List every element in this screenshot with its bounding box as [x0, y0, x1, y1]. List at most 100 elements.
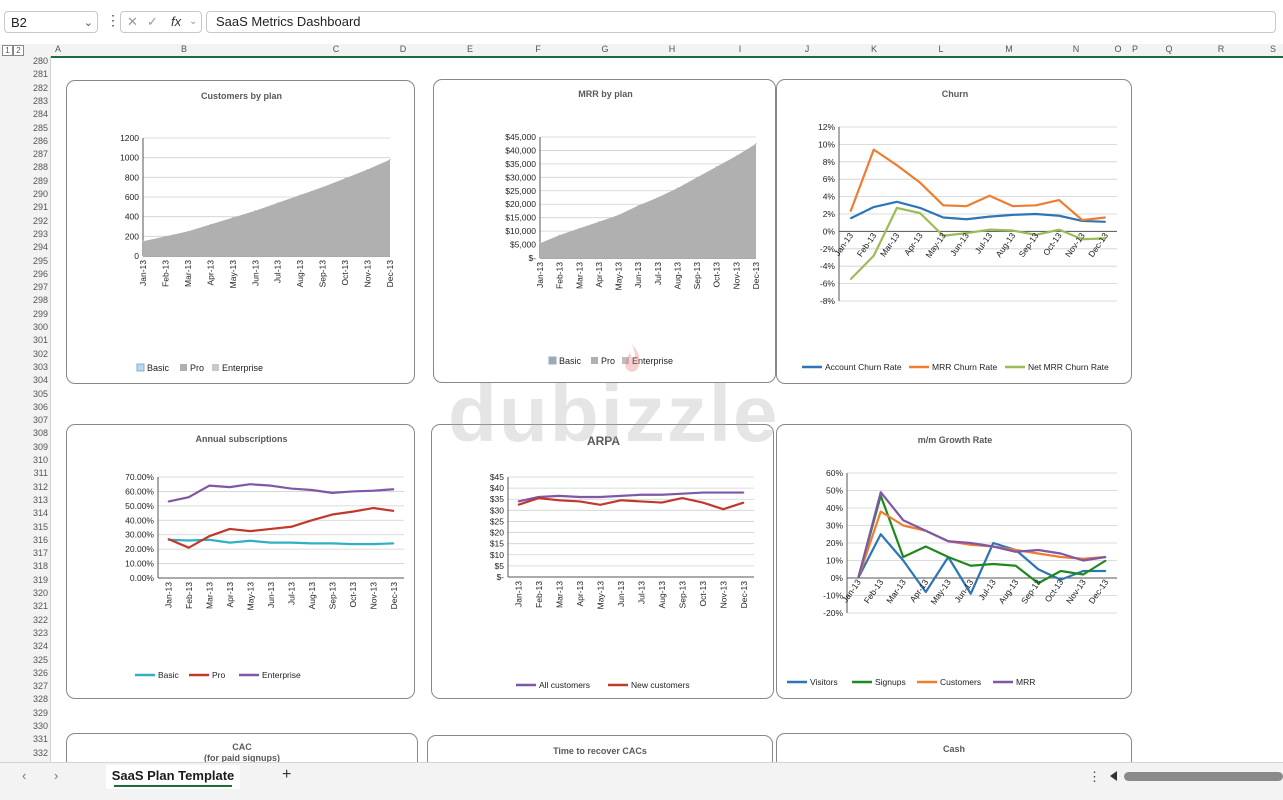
row-317[interactable]: 317 — [32, 548, 48, 559]
row-332[interactable]: 332 — [32, 747, 48, 758]
column-r[interactable]: R — [1217, 44, 1225, 54]
chevron-down-icon[interactable]: ⌄ — [189, 16, 198, 27]
row-283[interactable]: 283 — [32, 95, 48, 106]
row-310[interactable]: 310 — [32, 455, 48, 465]
row-287[interactable]: 287 — [32, 149, 48, 160]
check-icon[interactable]: ✓ — [147, 14, 158, 29]
outline-level-2-button[interactable]: 2 — [13, 45, 24, 56]
row-330[interactable]: 330 — [32, 721, 48, 731]
row-320[interactable]: 320 — [32, 588, 48, 598]
row-322[interactable]: 322 — [32, 614, 48, 625]
column-h[interactable]: H — [668, 44, 676, 54]
row-291[interactable]: 291 — [32, 202, 48, 213]
y-tick-label: $45 — [490, 472, 504, 482]
column-a[interactable]: A — [54, 44, 62, 54]
scroll-left-icon[interactable] — [1110, 771, 1117, 781]
row-306[interactable]: 306 — [32, 401, 48, 412]
row-304[interactable]: 304 — [32, 375, 48, 386]
column-q[interactable]: Q — [1165, 44, 1173, 54]
row-281[interactable]: 281 — [32, 69, 48, 80]
plus-icon[interactable]: + — [282, 766, 292, 783]
horizontal-scrollbar[interactable] — [1124, 772, 1283, 781]
row-293[interactable]: 293 — [32, 228, 48, 239]
row-298[interactable]: 298 — [32, 295, 48, 306]
row-316[interactable]: 316 — [32, 534, 48, 545]
data-point — [1060, 552, 1062, 555]
chevron-right-icon[interactable]: › — [54, 768, 59, 783]
row-297[interactable]: 297 — [32, 282, 48, 293]
row-290[interactable]: 290 — [32, 189, 48, 199]
row-327[interactable]: 327 — [32, 681, 48, 692]
row-300[interactable]: 300 — [32, 322, 48, 332]
row-309[interactable]: 309 — [32, 441, 48, 452]
row-288[interactable]: 288 — [32, 162, 48, 173]
column-f[interactable]: F — [535, 44, 541, 54]
more-options-icon[interactable]: ⋮ — [1088, 769, 1101, 784]
column-m[interactable]: M — [1005, 44, 1013, 54]
row-318[interactable]: 318 — [32, 561, 48, 572]
row-328[interactable]: 328 — [32, 694, 48, 705]
column-s[interactable]: S — [1269, 44, 1277, 54]
row-324[interactable]: 324 — [32, 641, 48, 652]
column-l[interactable]: L — [938, 44, 944, 54]
row-326[interactable]: 326 — [32, 667, 48, 678]
column-p[interactable]: P — [1131, 44, 1139, 54]
row-295[interactable]: 295 — [32, 255, 48, 266]
row-292[interactable]: 292 — [32, 215, 48, 226]
formula-input[interactable]: SaaS Metrics Dashboard — [206, 11, 1276, 33]
row-325[interactable]: 325 — [32, 654, 48, 665]
row-319[interactable]: 319 — [32, 574, 48, 585]
column-d[interactable]: D — [399, 44, 407, 54]
data-point — [925, 591, 927, 593]
column-i[interactable]: I — [738, 44, 742, 54]
column-e[interactable]: E — [466, 44, 474, 54]
row-331[interactable]: 331 — [32, 734, 48, 745]
sheet-tab-saas-plan-template[interactable]: SaaS Plan Template — [106, 765, 240, 789]
row-312[interactable]: 312 — [32, 481, 48, 492]
row-305[interactable]: 305 — [32, 388, 48, 399]
chart-mm-growth-rate[interactable]: m/m Growth Rate -20% -10% 0% 10% 20% 30% 40% 50%… — [776, 424, 1132, 699]
outline-level-1-button[interactable]: 1 — [2, 45, 13, 56]
row-299[interactable]: 299 — [32, 308, 48, 319]
row-329[interactable]: 329 — [32, 707, 48, 718]
row-308[interactable]: 308 — [32, 428, 48, 439]
row-321[interactable]: 321 — [32, 601, 48, 612]
row-296[interactable]: 296 — [32, 268, 48, 279]
column-j[interactable]: J — [804, 44, 810, 54]
column-g[interactable]: G — [601, 44, 609, 54]
fx-icon[interactable]: fx — [171, 14, 182, 29]
chart-churn[interactable]: Churn -8% -6% -4% -2% 0% 2% 4% 6% 8% 10% 12% Jan-13 F… — [776, 79, 1132, 384]
chart-customers-by-plan[interactable]: Customers by plan 0 200 400 600 800 1000 1200 Ja… — [66, 80, 415, 384]
row-315[interactable]: 315 — [32, 521, 48, 532]
row-313[interactable]: 313 — [32, 494, 48, 505]
x-icon[interactable]: ✕ — [127, 14, 138, 29]
row-289[interactable]: 289 — [32, 175, 48, 186]
column-n[interactable]: N — [1072, 44, 1080, 54]
row-311[interactable]: 311 — [33, 468, 48, 479]
row-307[interactable]: 307 — [32, 415, 48, 426]
column-c[interactable]: C — [332, 44, 340, 54]
row-294[interactable]: 294 — [32, 242, 48, 253]
chart-arpa[interactable]: ARPA $- $5 $10 $15 $20 $25 $30 $35 $40 $45 Jan-13 Fe… — [431, 424, 774, 699]
chart-annual-subscriptions[interactable]: Annual subscriptions 0.00% 10.00% 20.00% 30.… — [66, 424, 415, 699]
row-302[interactable]: 302 — [32, 348, 48, 359]
row-314[interactable]: 314 — [32, 508, 48, 519]
chevron-left-icon[interactable]: ‹ — [22, 768, 27, 783]
row-303[interactable]: 303 — [32, 361, 48, 372]
name-box[interactable]: B2 ⌄ — [4, 11, 98, 33]
column-k[interactable]: K — [870, 44, 878, 54]
more-options-icon[interactable]: ⋮ — [106, 12, 120, 28]
row-286[interactable]: 286 — [32, 135, 48, 146]
row-284[interactable]: 284 — [32, 109, 48, 120]
row-323[interactable]: 323 — [32, 627, 48, 638]
row-301[interactable]: 301 — [32, 335, 48, 346]
row-285[interactable]: 285 — [32, 122, 48, 133]
row-282[interactable]: 282 — [32, 82, 48, 93]
y-tick-label: 20% — [826, 538, 843, 548]
row-280[interactable]: 280 — [32, 56, 48, 66]
column-b[interactable]: B — [180, 44, 188, 54]
data-point — [716, 165, 718, 168]
column-o[interactable]: O — [1114, 44, 1122, 54]
chevron-down-icon[interactable]: ⌄ — [83, 17, 93, 29]
chart-mrr-by-plan[interactable]: MRR by plan $- $5,000 $10,000 $15,000 $20,000… — [433, 79, 776, 383]
